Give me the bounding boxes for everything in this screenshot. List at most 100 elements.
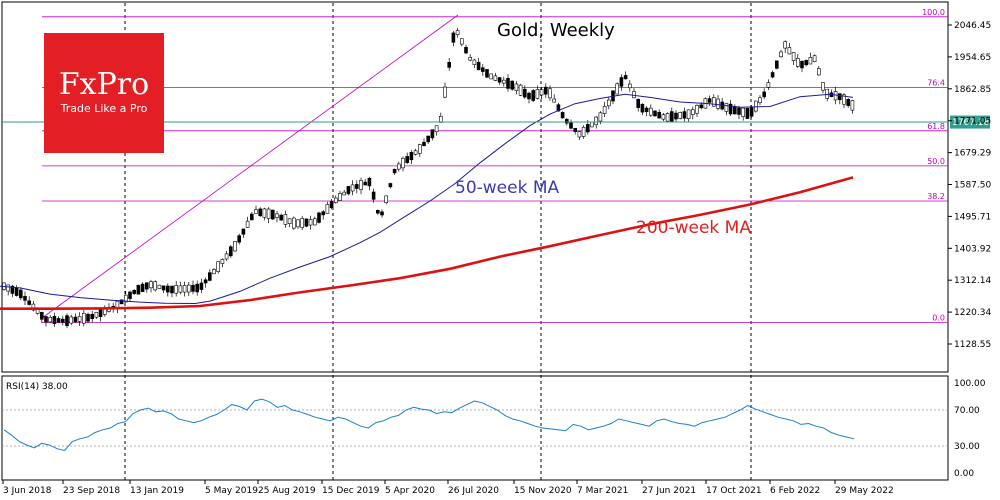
candle — [464, 44, 468, 55]
candle — [258, 207, 263, 217]
time-tick-label: 17 Oct 2021 — [706, 486, 762, 496]
candle — [816, 65, 821, 76]
time-tick-label: 25 Aug 2019 — [258, 486, 316, 496]
candle — [640, 103, 645, 116]
candle — [304, 218, 309, 228]
candle — [657, 109, 662, 119]
fib-level-label: 50.0 — [927, 157, 945, 166]
candle — [510, 80, 515, 91]
candle — [199, 278, 204, 294]
candle — [821, 82, 825, 94]
candle — [208, 269, 212, 282]
candle — [783, 40, 788, 53]
time-tick-label: 27 Jun 2021 — [642, 486, 696, 496]
candle — [237, 233, 241, 245]
candle — [136, 284, 141, 295]
candle — [695, 104, 699, 117]
price-tick-label: 1312.14 — [954, 276, 991, 286]
candle — [422, 138, 426, 147]
candle — [690, 106, 695, 120]
candle — [476, 58, 481, 71]
candle — [602, 101, 607, 118]
candle — [300, 215, 305, 231]
candle — [254, 205, 258, 214]
ma200-annotation: 200-week MA — [636, 218, 751, 238]
candle — [451, 31, 456, 47]
candle — [489, 73, 494, 80]
candle — [212, 267, 216, 275]
candle — [312, 216, 317, 226]
candle — [430, 129, 435, 141]
candle — [581, 125, 586, 139]
fibonacci-levels: 100.0 76.4 61.8 50.0 38.2 0.0 — [42, 8, 948, 324]
candle — [459, 38, 464, 47]
time-tick-label: 23 Sep 2018 — [63, 486, 120, 496]
candle — [18, 287, 23, 301]
candle — [321, 210, 326, 220]
candle — [535, 85, 540, 100]
candle — [787, 43, 792, 55]
candle — [665, 112, 670, 122]
candle — [758, 95, 762, 106]
candle — [90, 310, 94, 323]
logo-brand-name: FxPro — [59, 67, 149, 102]
candle — [371, 188, 376, 203]
candle — [220, 258, 225, 268]
candle — [514, 81, 519, 95]
rsi-tick-label: 100.00 — [954, 379, 986, 389]
candle — [678, 111, 683, 120]
candle — [472, 58, 477, 69]
candle — [266, 207, 271, 224]
candle — [39, 311, 44, 324]
candle — [745, 107, 750, 119]
fib-level-label: 38.2 — [927, 192, 945, 201]
time-tick-label: 15 Nov 2020 — [514, 486, 572, 496]
candle — [333, 195, 338, 204]
candle — [615, 82, 620, 95]
candle — [409, 150, 414, 165]
time-axis: 3 Jun 2018 23 Sep 2018 13 Jan 2019 5 May 20… — [2, 480, 894, 496]
price-tick-label: 2046.45 — [954, 21, 991, 31]
candle — [636, 98, 641, 112]
candle — [69, 314, 73, 326]
candle — [632, 88, 636, 99]
candle — [338, 190, 342, 202]
candle — [527, 91, 531, 104]
candle — [497, 77, 502, 85]
candle — [774, 60, 779, 70]
candle — [443, 82, 447, 99]
candle — [426, 135, 431, 145]
candlesticks — [2, 27, 855, 329]
candle — [44, 316, 48, 327]
candle — [737, 105, 741, 120]
candle — [711, 94, 716, 107]
candle — [174, 280, 178, 297]
candle — [770, 70, 775, 79]
candle — [480, 64, 485, 76]
candle — [417, 143, 422, 157]
candle — [270, 209, 275, 221]
candle — [405, 152, 410, 164]
candle — [23, 291, 27, 306]
candle — [145, 282, 149, 293]
candle — [392, 168, 397, 175]
candle — [531, 88, 536, 103]
candle — [795, 53, 800, 69]
candle — [73, 313, 78, 323]
candle — [94, 312, 99, 319]
candle — [60, 315, 65, 326]
candle — [325, 201, 330, 214]
candle — [682, 107, 687, 122]
candle — [766, 79, 771, 90]
candle — [846, 98, 851, 108]
candle — [619, 74, 624, 91]
candle — [825, 88, 830, 102]
fib-level-label: 0.0 — [932, 314, 945, 323]
candle — [250, 212, 254, 221]
candle — [245, 216, 250, 228]
candle — [674, 110, 678, 123]
candle — [229, 245, 233, 258]
chart-title: Gold, Weekly — [497, 20, 615, 41]
candle — [627, 80, 632, 92]
candle — [741, 107, 746, 121]
